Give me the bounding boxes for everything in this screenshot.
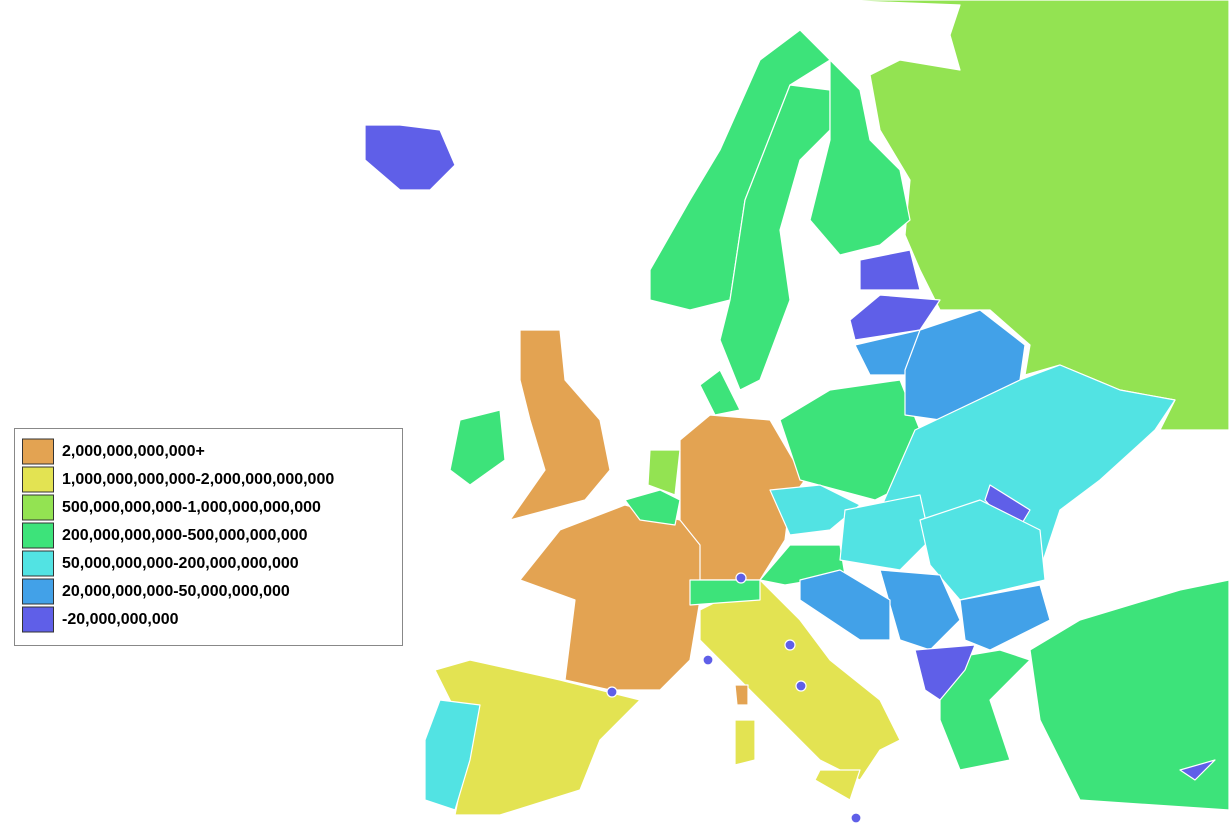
legend-swatch	[22, 578, 54, 605]
region	[364, 124, 456, 191]
legend-swatch	[22, 494, 54, 521]
region	[647, 449, 681, 496]
region	[519, 504, 711, 691]
legend-label: 2,000,000,000,000+	[62, 443, 205, 460]
legend-label: 200,000,000,000-500,000,000,000	[62, 527, 308, 544]
legend-swatch	[22, 606, 54, 633]
region	[795, 680, 807, 692]
region	[814, 769, 861, 801]
region	[624, 489, 681, 526]
region	[689, 579, 761, 606]
legend-swatch	[22, 466, 54, 493]
region	[734, 719, 756, 766]
legend-label: -20,000,000,000	[62, 611, 179, 628]
region	[919, 499, 1046, 601]
region	[859, 249, 921, 291]
region	[914, 644, 976, 701]
region	[850, 812, 862, 824]
region	[719, 84, 831, 391]
region	[509, 329, 611, 521]
region	[839, 494, 931, 571]
legend-label: 50,000,000,000-200,000,000,000	[62, 555, 299, 572]
region	[735, 572, 747, 584]
region	[734, 684, 749, 706]
region	[424, 699, 481, 811]
region	[649, 29, 831, 311]
legend-swatch	[22, 522, 54, 549]
region	[606, 686, 618, 698]
region	[702, 654, 714, 666]
region	[939, 649, 1031, 771]
region	[699, 369, 741, 416]
region	[784, 639, 796, 651]
region	[1029, 579, 1229, 811]
legend-label: 20,000,000,000-50,000,000,000	[62, 583, 290, 600]
region	[849, 294, 941, 341]
region	[699, 579, 901, 781]
legend-box	[14, 428, 403, 646]
region	[829, 0, 1229, 431]
region	[1179, 759, 1216, 781]
region	[809, 59, 911, 256]
legend-label: 500,000,000,000-1,000,000,000,000	[62, 499, 321, 516]
legend-swatch	[22, 550, 54, 577]
legend-swatch	[22, 438, 54, 465]
region	[799, 569, 891, 641]
region	[879, 569, 961, 651]
legend-label: 1,000,000,000,000-2,000,000,000,000	[62, 471, 334, 488]
region	[959, 584, 1051, 651]
region	[449, 409, 506, 486]
